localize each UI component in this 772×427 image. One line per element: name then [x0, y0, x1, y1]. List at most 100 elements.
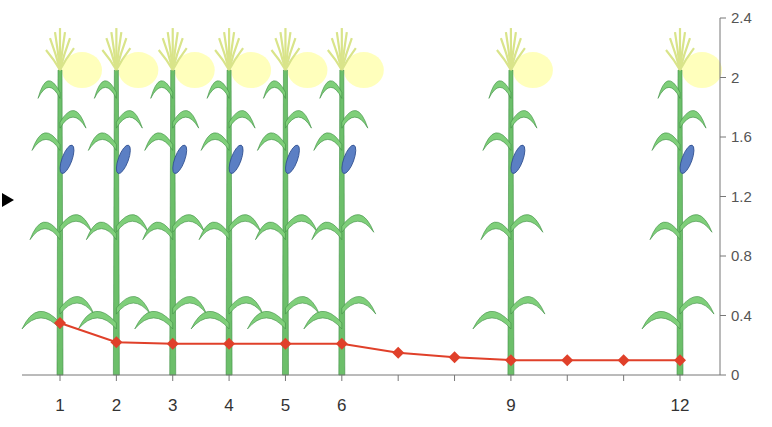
leaf — [680, 110, 706, 128]
leaf — [680, 215, 712, 233]
leaf — [285, 296, 319, 314]
leaf — [312, 222, 342, 240]
ear — [677, 144, 697, 176]
x-tick — [341, 375, 342, 381]
tassel — [159, 50, 173, 70]
corn-plant — [247, 28, 327, 375]
marker — [561, 354, 573, 366]
tassel — [497, 50, 511, 70]
y-tick-label: 0 — [731, 366, 739, 383]
x-tick-label: 4 — [224, 396, 233, 415]
x-tick — [285, 375, 286, 381]
y-tick — [720, 77, 726, 78]
arrow-marker — [2, 193, 14, 207]
leaf — [173, 110, 199, 128]
leaf — [342, 215, 374, 233]
corn-plant — [22, 28, 102, 375]
ear — [114, 144, 134, 176]
leaf — [191, 311, 229, 329]
marker — [618, 354, 630, 366]
leaf — [86, 222, 116, 240]
leaf — [229, 296, 263, 314]
marker — [674, 354, 686, 366]
tassel — [328, 50, 342, 70]
corn-plant — [304, 28, 384, 375]
y-tick-label: 2 — [731, 69, 739, 86]
leaf — [22, 311, 60, 329]
tassel — [511, 48, 525, 70]
leaf — [255, 222, 285, 240]
leaf — [314, 133, 342, 151]
leaf — [642, 311, 680, 329]
ear — [283, 144, 303, 176]
y-tick-label: 0.4 — [731, 307, 752, 324]
leaf — [304, 311, 342, 329]
tassel — [60, 48, 74, 70]
leaf — [116, 215, 148, 233]
x-tick — [567, 375, 568, 381]
y-tick — [720, 256, 726, 257]
x-tick-label: 1 — [55, 396, 64, 415]
x-tick — [116, 375, 117, 381]
leaf — [143, 222, 173, 240]
leaf — [342, 296, 376, 314]
x-tick-label: 2 — [112, 396, 121, 415]
leaf — [263, 81, 285, 99]
x-tick — [510, 375, 511, 381]
leaf — [680, 296, 714, 314]
leaf — [94, 81, 116, 99]
y-tick-label: 0.8 — [731, 247, 752, 264]
leaf — [652, 133, 680, 151]
leaf — [32, 133, 60, 151]
y-tick — [720, 18, 726, 19]
tassel — [342, 48, 356, 70]
leaf — [481, 222, 511, 240]
leaf — [151, 81, 173, 99]
y-tick-label: 1.2 — [731, 188, 752, 205]
leaf — [201, 133, 229, 151]
y-tick — [720, 375, 726, 376]
corn-plant — [135, 28, 215, 375]
leaf — [207, 81, 229, 99]
leaf — [116, 110, 142, 128]
ear — [57, 144, 77, 176]
tassel — [215, 50, 229, 70]
leaf — [658, 81, 680, 99]
x-tick — [60, 375, 61, 381]
leaf — [511, 296, 545, 314]
tassel — [229, 48, 243, 70]
leaf — [78, 311, 116, 329]
leaf — [511, 215, 543, 233]
x-tick-label: 5 — [281, 396, 290, 415]
corn-plant — [78, 28, 158, 375]
tassel — [116, 48, 130, 70]
x-tick — [680, 375, 681, 381]
leaf — [285, 215, 317, 233]
y-tick-label: 1.6 — [731, 128, 752, 145]
leaf — [135, 311, 173, 329]
x-tick — [454, 375, 455, 381]
leaf — [229, 110, 255, 128]
tassel — [666, 50, 680, 70]
leaf — [247, 311, 285, 329]
y-tick-label: 2.4 — [731, 9, 752, 26]
corn-plant — [473, 28, 553, 375]
x-axis — [22, 375, 720, 376]
leaf — [199, 222, 229, 240]
tassel — [102, 50, 116, 70]
leaf — [342, 110, 368, 128]
leaf — [489, 81, 511, 99]
marker — [54, 317, 66, 329]
leaf — [511, 110, 537, 128]
y-tick — [720, 137, 726, 138]
leaf — [38, 81, 60, 99]
tassel — [680, 48, 694, 70]
tassel — [271, 50, 285, 70]
leaf — [116, 296, 150, 314]
leaf — [145, 133, 173, 151]
x-tick — [623, 375, 624, 381]
chart: 00.40.81.21.622.4123456912 — [0, 0, 772, 427]
tassel — [46, 50, 60, 70]
x-tick-label: 3 — [168, 396, 177, 415]
leaf — [473, 311, 511, 329]
